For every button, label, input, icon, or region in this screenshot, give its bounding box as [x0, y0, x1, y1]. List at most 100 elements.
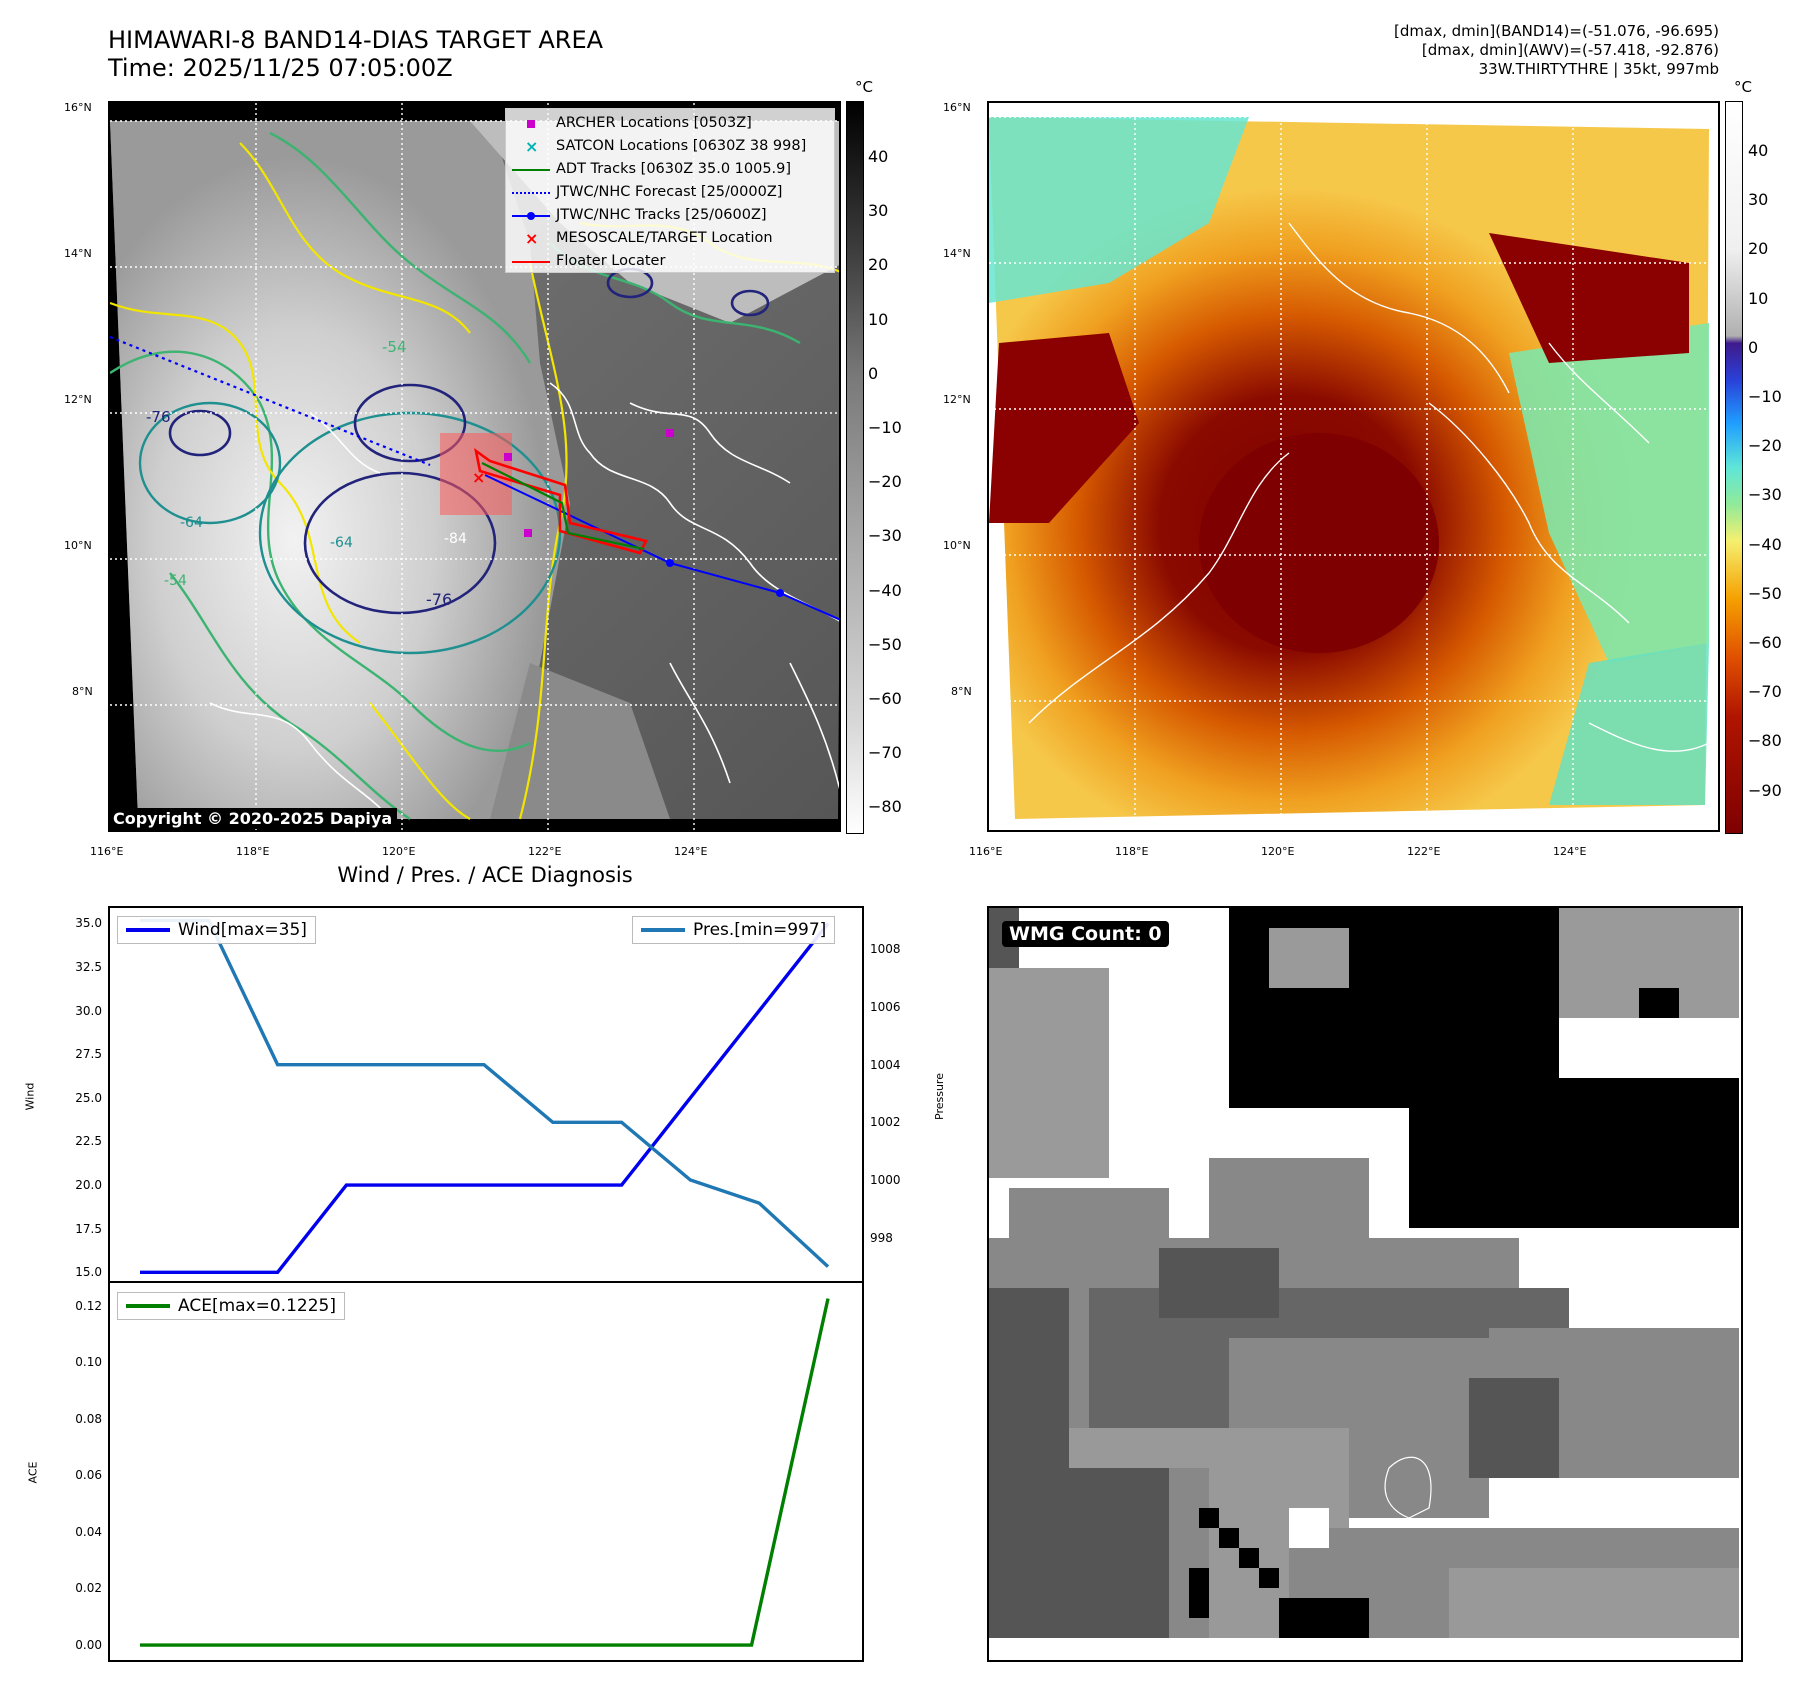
legend-forecast: JTWC/NHC Forecast [25/0000Z] — [512, 181, 828, 204]
diagnosis-tick: 0.04 — [75, 1524, 102, 1539]
colorbar-left — [846, 101, 864, 834]
colorbar-right-tick: 10 — [1748, 288, 1769, 308]
lon-label: 120°E — [1261, 845, 1295, 858]
wind-legend: Wind[max=35] — [117, 916, 316, 944]
colorbar-right-tick: 30 — [1748, 190, 1769, 210]
colorbar-right-tick: −40 — [1748, 534, 1782, 554]
diagnosis-panel — [108, 906, 864, 1662]
diagnosis-tick: 22.5 — [75, 1134, 102, 1149]
diagnosis-tick: 25.0 — [75, 1090, 102, 1105]
colorbar-right-unit: °C — [1734, 78, 1752, 96]
awv-map-right — [987, 101, 1720, 832]
colorbar-right-tick: 40 — [1748, 141, 1769, 160]
archer-swatch — [512, 115, 550, 133]
lat-label: 12°N — [943, 393, 971, 406]
colorbar-left-tick: 10 — [868, 309, 889, 329]
contour-label: -76 — [426, 590, 453, 609]
colorbar-left-unit: °C — [855, 78, 873, 96]
wind-legend-line — [126, 928, 170, 932]
diagnosis-tick: 0.06 — [75, 1468, 102, 1483]
lat-label: 8°N — [951, 685, 972, 698]
colorbar-right — [1725, 101, 1743, 834]
ace-legend: ACE[max=0.1225] — [117, 1292, 345, 1320]
diagnosis-plot — [140, 918, 830, 1647]
lat-label: 10°N — [943, 539, 971, 552]
colorbar-right-tick: −80 — [1748, 731, 1782, 751]
lon-label: 116°E — [969, 845, 1003, 858]
wind-axis-label: Wind — [23, 1082, 37, 1111]
colorbar-left-tick: −50 — [868, 634, 902, 654]
diagnosis-tick: 32.5 — [75, 960, 102, 975]
diagnosis-tick: 998 — [870, 1230, 893, 1245]
colorbar-left-tick: 40 — [868, 147, 889, 166]
pressure-legend: Pres.[min=997] — [632, 916, 836, 944]
contour-label: -84 — [444, 531, 467, 547]
lat-label: 14°N — [64, 247, 92, 260]
wmg-svg — [989, 908, 1739, 1638]
lon-label: 124°E — [1553, 845, 1587, 858]
diagnosis-tick: 0.08 — [75, 1411, 102, 1426]
lat-label: 16°N — [64, 101, 92, 114]
jtwc-swatch — [512, 207, 550, 225]
lon-label: 122°E — [528, 845, 562, 858]
lat-label: 10°N — [64, 539, 92, 552]
lon-label: 120°E — [382, 845, 416, 858]
lon-label: 124°E — [674, 845, 708, 858]
diagnosis-tick: 1004 — [870, 1057, 901, 1072]
contour-label: -76 — [146, 408, 171, 426]
diagnosis-tick: 1006 — [870, 999, 901, 1014]
wmg-panel — [987, 906, 1743, 1662]
pressure-legend-line — [641, 928, 685, 932]
lat-label: 8°N — [72, 685, 93, 698]
diagnosis-tick: 0.12 — [75, 1298, 102, 1313]
stats-info: [dmax, dmin](BAND14)=(-51.076, -96.695) … — [1394, 22, 1719, 78]
satcon-swatch: × — [525, 136, 539, 156]
colorbar-left-tick: −60 — [868, 689, 902, 708]
map-legend: ARCHER Locations [0503Z] × SATCON Locatio… — [505, 108, 835, 273]
legend-adt: ADT Tracks [0630Z 35.0 1005.9] — [512, 158, 828, 181]
forecast-swatch — [512, 184, 550, 202]
lat-label: 12°N — [64, 393, 92, 406]
colorbar-left-tick: 0 — [868, 363, 879, 383]
adt-swatch — [512, 161, 550, 179]
colorbar-right-tick: −20 — [1748, 436, 1782, 456]
legend-jtwc: JTWC/NHC Tracks [25/0600Z] — [512, 204, 828, 227]
colorbar-left-tick: 20 — [868, 255, 889, 275]
colorbar-left-tick: −30 — [868, 526, 902, 546]
contour-label: -64 — [180, 515, 203, 531]
lon-label: 116°E — [90, 845, 124, 858]
diagnosis-tick: 17.5 — [75, 1221, 102, 1236]
svg-text:×: × — [472, 468, 485, 487]
lon-label: 122°E — [1407, 845, 1441, 858]
diagnosis-tick: 35.0 — [75, 916, 102, 931]
awv-map-right-svg — [989, 103, 1718, 830]
lat-label: 16°N — [943, 101, 971, 114]
colorbar-left-tick: −40 — [868, 580, 902, 600]
contour-label: -64 — [330, 535, 353, 551]
colorbar-left-tick: −80 — [868, 797, 902, 817]
ace-series-line — [140, 1298, 830, 1647]
ir-map-left-svg: × — [110, 103, 839, 830]
lon-label: 118°E — [236, 845, 270, 858]
contour-label: -54 — [382, 338, 407, 356]
legend-mesoscale: × MESOSCALE/TARGET Location — [512, 227, 828, 250]
colorbar-right-tick: −60 — [1748, 633, 1782, 652]
colorbar-left-tick: −10 — [868, 418, 902, 437]
colorbar-left-tick: 30 — [868, 201, 889, 221]
diagnosis-divider — [108, 1281, 864, 1283]
colorbar-left-tick: −70 — [868, 743, 902, 763]
pressure-series-line — [140, 918, 830, 1268]
floater-swatch — [512, 253, 550, 271]
colorbar-right-tick: −30 — [1748, 485, 1782, 505]
diagnosis-tick: 30.0 — [75, 1003, 102, 1018]
legend-satcon: × SATCON Locations [0630Z 38 998] — [512, 135, 828, 158]
legend-archer: ARCHER Locations [0503Z] — [512, 112, 828, 135]
colorbar-right-tick: −50 — [1748, 583, 1782, 603]
diagnosis-tick: 1002 — [870, 1115, 901, 1130]
diagnosis-title: Wind / Pres. / ACE Diagnosis — [337, 863, 633, 887]
contour-label: -54 — [164, 573, 187, 589]
main-title: HIMAWARI-8 BAND14-DIAS TARGET AREA Time:… — [108, 26, 604, 82]
diagnosis-tick: 1000 — [870, 1173, 901, 1188]
diagnosis-tick: 0.02 — [75, 1581, 102, 1596]
ace-legend-line — [126, 1304, 170, 1308]
